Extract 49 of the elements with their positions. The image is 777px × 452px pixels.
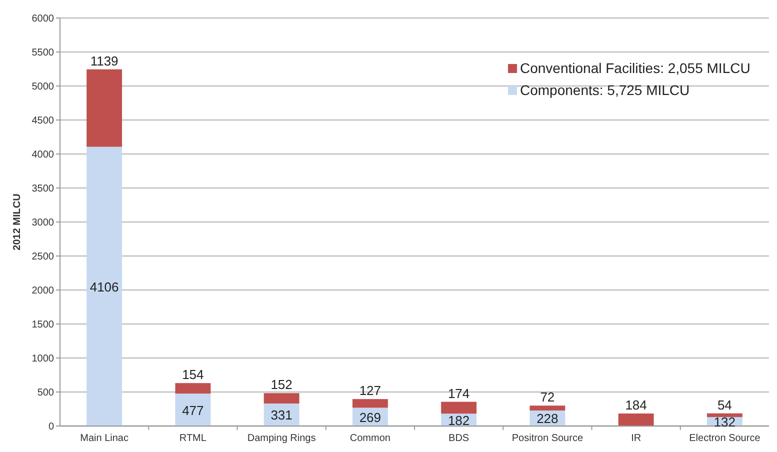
- y-tick-label: 500: [37, 388, 54, 398]
- bar: [441, 402, 477, 414]
- x-tick-label: Main Linac: [80, 433, 128, 444]
- data-label: 174: [448, 386, 470, 401]
- y-tick-label: 0: [48, 422, 54, 432]
- data-label: 4106: [90, 279, 119, 294]
- data-label: 72: [540, 390, 555, 405]
- x-tick-label: IR: [631, 433, 642, 444]
- y-tick-label: 5500: [32, 48, 54, 58]
- data-label: 1139: [90, 53, 118, 68]
- data-label: 54: [717, 397, 732, 412]
- y-tick-label: 5000: [32, 82, 54, 92]
- y-tick-label: 2000: [32, 286, 54, 296]
- bar: [618, 413, 654, 426]
- y-tick-label: 4000: [32, 150, 54, 160]
- data-label: 184: [625, 397, 647, 412]
- x-tick-label: Electron Source: [689, 433, 761, 444]
- y-tick-label: 4500: [32, 116, 54, 126]
- legend-label: Components: 5,725 MILCU: [520, 82, 690, 98]
- y-tick-label: 1500: [32, 320, 54, 330]
- bar: [175, 383, 211, 394]
- bar: [264, 393, 300, 404]
- x-tick-label: Positron Source: [512, 433, 584, 444]
- bar: [530, 406, 566, 410]
- x-tick-label: BDS: [448, 433, 470, 444]
- legend-label: Conventional Facilities: 2,055 MILCU: [520, 60, 750, 76]
- y-tick-label: 3000: [32, 218, 54, 228]
- y-axis-title: 2012 MILCU: [12, 194, 23, 250]
- bar: [175, 394, 211, 426]
- data-label: 152: [270, 377, 292, 392]
- y-tick-label: 1000: [32, 354, 54, 364]
- x-tick-label: Common: [350, 433, 390, 444]
- data-label: 127: [359, 383, 382, 398]
- y-tick-label: 2500: [32, 252, 54, 262]
- data-label: 154: [182, 367, 204, 382]
- data-label: 331: [270, 408, 292, 423]
- x-tick-label: RTML: [179, 433, 207, 444]
- x-tick-label: Damping Rings: [247, 433, 316, 444]
- y-tick-label: 6000: [32, 14, 54, 24]
- bar: [86, 69, 122, 147]
- y-tick-label: 3500: [32, 184, 54, 194]
- bar: [706, 413, 742, 418]
- data-label: 228: [536, 411, 558, 426]
- data-label: 132: [714, 414, 736, 430]
- data-label: 477: [182, 402, 204, 418]
- bar: [86, 146, 122, 426]
- bar: [352, 399, 388, 408]
- data-label: 182: [448, 412, 470, 428]
- data-label: 269: [359, 410, 382, 425]
